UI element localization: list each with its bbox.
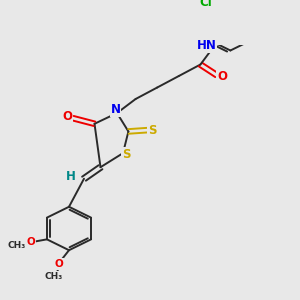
Text: HN: HN — [196, 39, 216, 52]
Text: O: O — [54, 259, 63, 269]
Text: O: O — [26, 237, 35, 247]
Text: S: S — [122, 148, 131, 161]
Text: O: O — [217, 70, 227, 83]
Text: CH₃: CH₃ — [8, 241, 26, 250]
Text: O: O — [62, 110, 73, 123]
Text: S: S — [148, 124, 157, 137]
Text: CH₃: CH₃ — [45, 272, 63, 281]
Text: H: H — [66, 169, 75, 183]
Text: Cl: Cl — [199, 0, 212, 9]
Text: N: N — [110, 103, 121, 116]
